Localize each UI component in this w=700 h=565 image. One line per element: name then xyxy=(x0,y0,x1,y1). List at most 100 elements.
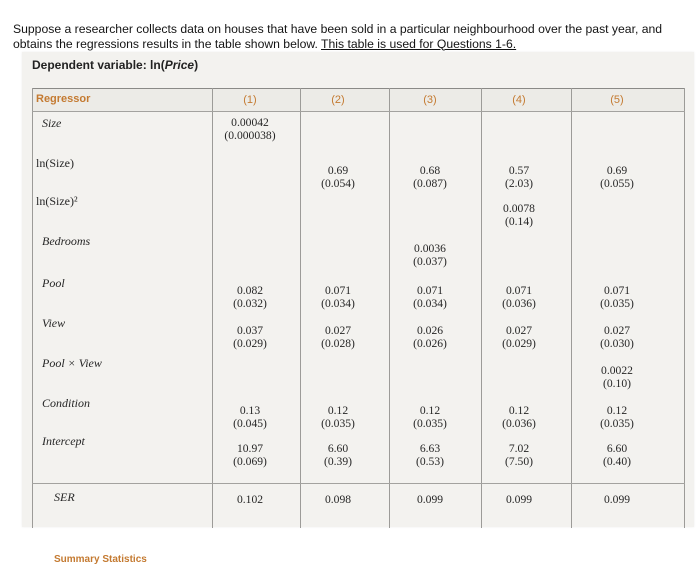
table-cell: 0.0036 (0.037) xyxy=(388,242,472,268)
table-cell: 0.027 (0.028) xyxy=(296,324,380,350)
coefficient: 0.12 xyxy=(419,404,441,417)
column-rule xyxy=(481,88,482,528)
column-rule xyxy=(32,88,33,528)
column-rule xyxy=(300,88,301,528)
coefficient: 0.071 xyxy=(324,284,352,297)
standard-error: (0.028) xyxy=(321,337,355,350)
coefficient: 0.071 xyxy=(416,284,444,297)
standard-error: (0.087) xyxy=(413,177,447,190)
ser-value: 0.099 xyxy=(603,493,631,506)
question-body: Suppose a researcher collects data on ho… xyxy=(13,22,663,51)
summary-statistics-label: Summary Statistics xyxy=(54,554,147,565)
table-cell: 0.69 (0.054) xyxy=(296,164,380,190)
standard-error: (0.034) xyxy=(413,297,447,310)
row-label: Intercept xyxy=(42,434,85,448)
table-cell: 6.60 (0.40) xyxy=(575,442,659,468)
regression-table: Regressor Summary Statistics (1) (2) (3) (4… xyxy=(32,88,685,565)
column-rule xyxy=(571,88,572,528)
row-label: Pool × View xyxy=(42,356,102,370)
dependent-var: Price xyxy=(164,58,195,72)
row-label: View xyxy=(42,316,66,330)
table-cell: 0.00042 (0.000038) xyxy=(208,116,292,142)
row-label: ln(Size) xyxy=(36,156,74,170)
coefficient: 0.12 xyxy=(508,404,530,417)
standard-error: (0.037) xyxy=(413,255,447,268)
table-cell: 0.071 (0.034) xyxy=(296,284,380,310)
coefficient: 0.13 xyxy=(239,404,261,417)
coefficient: 6.63 xyxy=(419,442,441,455)
coefficient: 0.0022 xyxy=(601,364,633,377)
table-cell: 0.071 (0.034) xyxy=(388,284,472,310)
standard-error: (0.029) xyxy=(233,337,267,350)
standard-error: (0.026) xyxy=(413,337,447,350)
row-label: Pool xyxy=(42,276,65,290)
standard-error: (0.055) xyxy=(600,177,634,190)
row-label: ln(Size)² xyxy=(36,194,78,208)
table-cell: 0.027 (0.030) xyxy=(575,324,659,350)
coefficient: 0.027 xyxy=(603,324,631,337)
row-rule xyxy=(32,111,685,112)
coefficient: 0.027 xyxy=(324,324,352,337)
standard-error: (0.53) xyxy=(415,455,444,468)
standard-error: (0.10) xyxy=(602,377,631,390)
standard-error: (2.03) xyxy=(504,177,533,190)
ser-value: 0.099 xyxy=(416,493,444,506)
table-cell: 0.68 (0.087) xyxy=(388,164,472,190)
standard-error: (0.000038) xyxy=(224,129,276,142)
dependent-variable-label: Dependent variable: ln(Price) xyxy=(32,58,198,72)
row-label: Bedrooms xyxy=(42,234,91,248)
standard-error: (0.036) xyxy=(502,297,536,310)
standard-error: (0.14) xyxy=(504,215,533,228)
coefficient: 0.0078 xyxy=(503,202,535,215)
table-cell: 7.02 (7.50) xyxy=(477,442,561,468)
ser-value: 0.102 xyxy=(236,493,264,506)
table-cell: 0.12 (0.036) xyxy=(477,404,561,430)
coefficient: 0.12 xyxy=(327,404,349,417)
standard-error: (0.030) xyxy=(600,337,634,350)
coefficient: 0.68 xyxy=(419,164,441,177)
header-column: (4) xyxy=(512,94,526,106)
header-column: (3) xyxy=(423,94,437,106)
table-cell: 6.60 (0.39) xyxy=(296,442,380,468)
standard-error: (0.035) xyxy=(600,417,634,430)
standard-error: (0.034) xyxy=(321,297,355,310)
coefficient: 0.071 xyxy=(505,284,533,297)
question-reference: This table is used for Questions 1-6. xyxy=(321,36,517,51)
coefficient: 0.0036 xyxy=(414,242,446,255)
table-cell: 0.57 (2.03) xyxy=(477,164,561,190)
standard-error: (0.035) xyxy=(413,417,447,430)
dependent-prefix: Dependent variable: ln( xyxy=(32,58,165,72)
question-text: Suppose a researcher collects data on ho… xyxy=(13,22,697,51)
standard-error: (0.032) xyxy=(233,297,267,310)
table-cell: 0.0078 (0.14) xyxy=(477,202,561,228)
coefficient: 10.97 xyxy=(236,442,264,455)
standard-error: (0.054) xyxy=(321,177,355,190)
column-rule xyxy=(684,88,685,528)
standard-error: (0.029) xyxy=(502,337,536,350)
header-column: (5) xyxy=(610,94,624,106)
ser-label: SER xyxy=(54,490,75,505)
coefficient: 0.082 xyxy=(236,284,264,297)
coefficient: 0.071 xyxy=(603,284,631,297)
header-shade xyxy=(33,89,684,111)
standard-error: (0.069) xyxy=(233,455,267,468)
header-regressor: Regressor xyxy=(36,93,91,105)
coefficient: 0.69 xyxy=(606,164,628,177)
coefficient: 0.57 xyxy=(508,164,530,177)
ser-value: 0.099 xyxy=(505,493,533,506)
coefficient: 6.60 xyxy=(327,442,349,455)
table-cell: 0.071 (0.035) xyxy=(575,284,659,310)
table-cell: 0.027 (0.029) xyxy=(477,324,561,350)
standard-error: (0.39) xyxy=(323,455,352,468)
table-cell: 0.69 (0.055) xyxy=(575,164,659,190)
table-cell: 0.071 (0.036) xyxy=(477,284,561,310)
coefficient: 0.026 xyxy=(416,324,444,337)
table-cell: 0.026 (0.026) xyxy=(388,324,472,350)
dependent-close: ) xyxy=(194,58,199,72)
table-cell: 0.0022 (0.10) xyxy=(575,364,659,390)
table-cell: 0.12 (0.035) xyxy=(296,404,380,430)
header-column: (1) xyxy=(243,94,257,106)
coefficient: 0.12 xyxy=(606,404,628,417)
table-cell: 10.97 (0.069) xyxy=(208,442,292,468)
header-column: (2) xyxy=(331,94,345,106)
